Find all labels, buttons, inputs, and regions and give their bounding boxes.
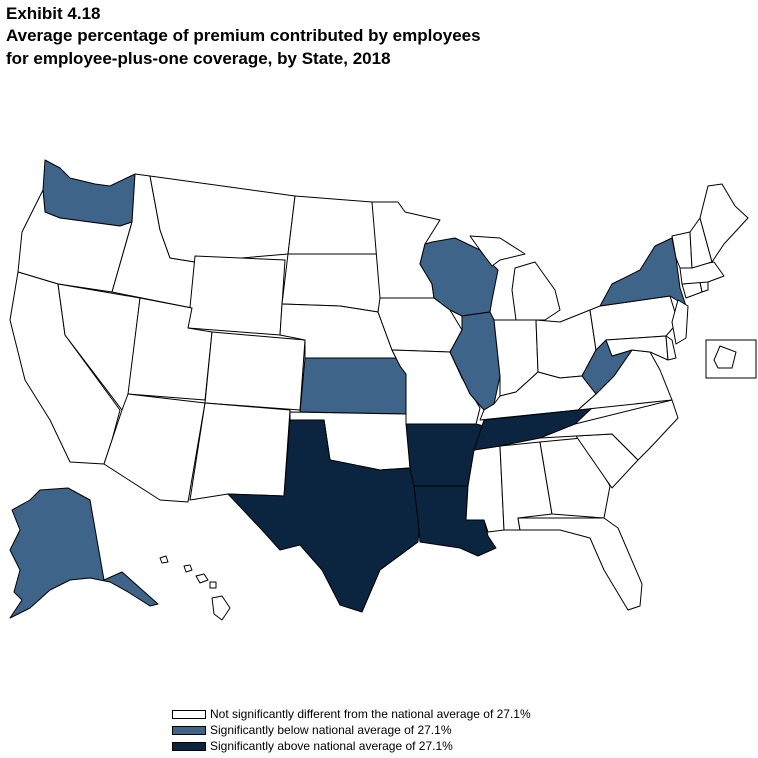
state-colorado xyxy=(204,331,306,411)
legend: Not significantly different from the nat… xyxy=(172,706,531,754)
state-maine xyxy=(699,183,749,263)
map-title: Average percentage of premium contribute… xyxy=(6,24,746,70)
legend-item-not-significant: Not significantly different from the nat… xyxy=(172,706,531,722)
state-texas xyxy=(227,419,421,613)
legend-swatch xyxy=(172,725,206,735)
state-new-york xyxy=(599,237,687,307)
legend-label: Significantly below national average of … xyxy=(210,723,452,737)
state-south-dakota xyxy=(281,253,381,313)
legend-swatch xyxy=(172,709,206,719)
state-wyoming xyxy=(187,255,286,336)
legend-label: Significantly above national average of … xyxy=(210,739,453,753)
exhibit-label: Exhibit 4.18 xyxy=(6,4,101,23)
state-montana xyxy=(149,175,296,263)
state-north-carolina xyxy=(539,399,679,461)
title-line-1: Average percentage of premium contribute… xyxy=(6,26,481,45)
state-delaware xyxy=(665,335,677,361)
state-washington xyxy=(42,159,136,227)
state-alaska xyxy=(9,487,159,619)
legend-label: Not significantly different from the nat… xyxy=(210,707,531,721)
state-kansas xyxy=(299,357,407,415)
state-new-jersey xyxy=(671,299,689,345)
state-new-mexico xyxy=(189,402,291,501)
legend-item-below: Significantly below national average of … xyxy=(172,722,531,738)
state-connecticut xyxy=(681,281,703,299)
state-rhode-island xyxy=(699,281,709,293)
state-hawaii xyxy=(159,555,231,621)
title-line-2: for employee-plus-one coverage, by State… xyxy=(6,49,391,68)
legend-item-above: Significantly above national average of … xyxy=(172,738,531,754)
state-district-of-columbia xyxy=(713,345,737,369)
state-north-dakota xyxy=(287,195,381,255)
state-michigan xyxy=(469,235,561,321)
state-florida xyxy=(517,517,643,611)
legend-swatch xyxy=(172,741,206,751)
state-vermont xyxy=(671,231,693,269)
